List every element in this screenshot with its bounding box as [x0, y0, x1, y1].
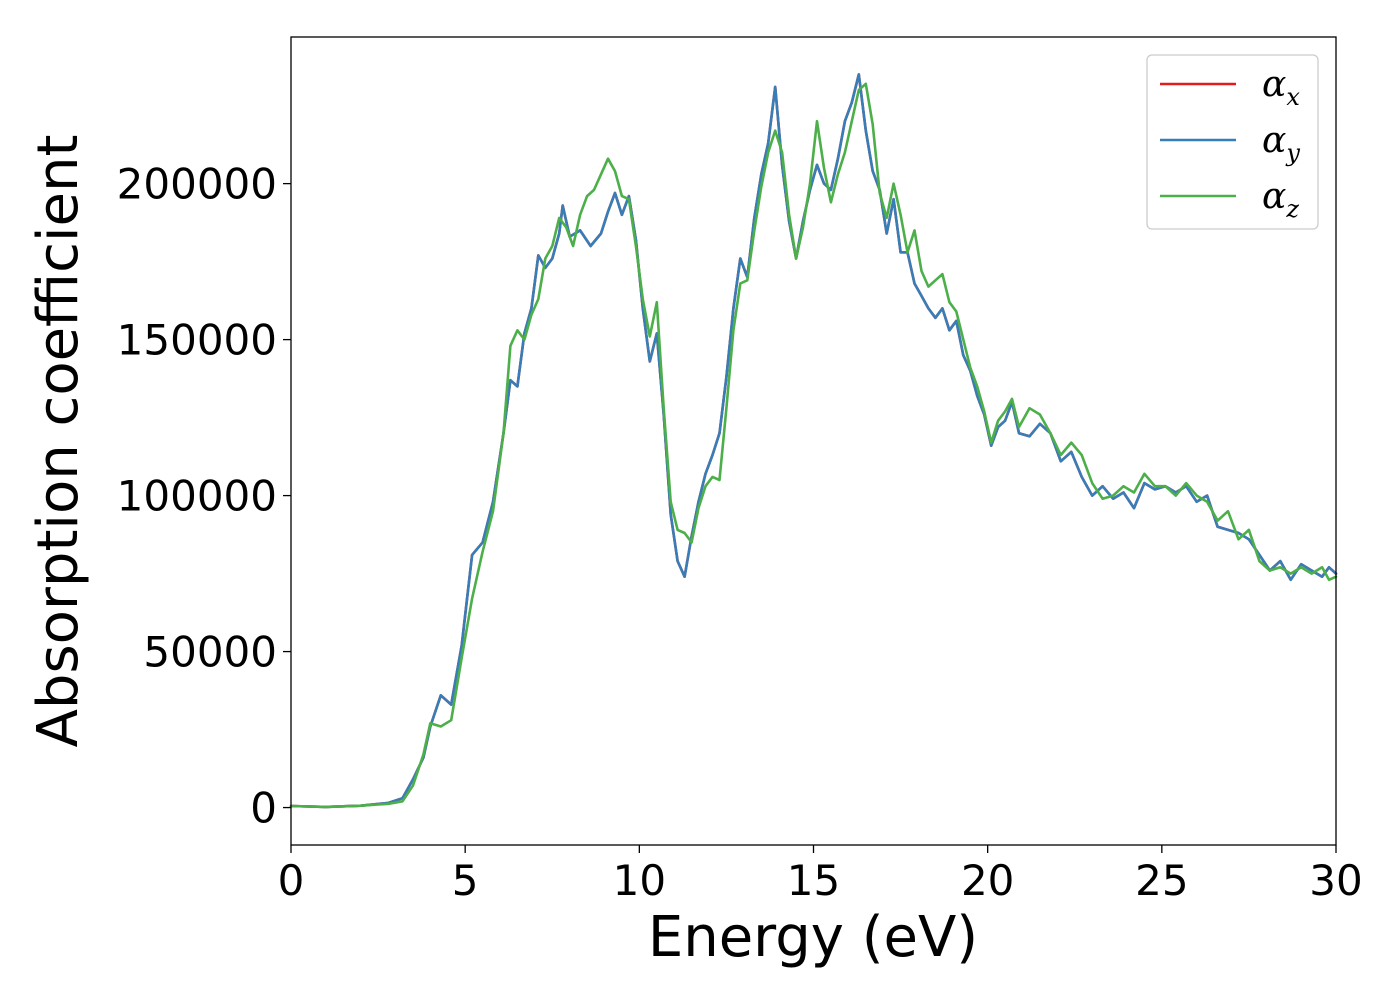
y-tick-label: 150000 — [117, 316, 277, 365]
series-line-alpha-y — [289, 73, 1338, 809]
x-tick-label: 30 — [1309, 856, 1362, 905]
y-tick-label: 0 — [250, 784, 277, 833]
legend-label-alpha-x: αx — [1262, 64, 1300, 111]
x-tick-label: 0 — [278, 856, 305, 905]
legend-label-subscript: y — [1285, 139, 1300, 167]
legend-label-symbol: α — [1262, 64, 1286, 105]
legend-label-alpha-z: αz — [1262, 176, 1299, 223]
legend-box — [1146, 54, 1319, 230]
x-axis-title: Energy (eV) — [648, 905, 978, 970]
legend-label-symbol: α — [1262, 176, 1286, 217]
series-layer — [289, 73, 1338, 809]
ticks-layer: 0 5 10 15 20 25 30 0 50000 100000 150000 200000 — [117, 160, 1363, 905]
y-tick-label: 200000 — [117, 160, 277, 209]
x-tick-label: 10 — [613, 856, 666, 905]
series-line-alpha-z — [289, 82, 1338, 809]
y-tick-label: 50000 — [143, 628, 277, 677]
legend-label-subscript: z — [1285, 195, 1299, 223]
x-tick-label: 5 — [452, 856, 479, 905]
legend-label-subscript: x — [1286, 83, 1300, 111]
x-tick-label: 15 — [787, 856, 840, 905]
legend-label-alpha-y: αy — [1262, 120, 1300, 167]
y-axis-title: Absorption coefficient — [26, 135, 91, 748]
x-tick-label: 25 — [1135, 856, 1188, 905]
x-tick-label: 20 — [961, 856, 1014, 905]
y-tick-label: 100000 — [117, 472, 277, 521]
legend-label-symbol: α — [1262, 120, 1286, 161]
